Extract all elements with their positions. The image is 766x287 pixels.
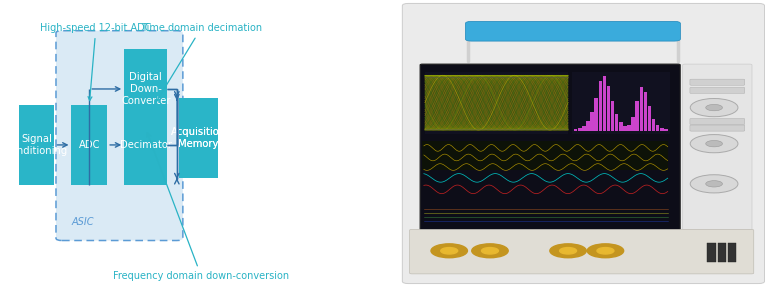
- Bar: [656, 125, 660, 131]
- FancyBboxPatch shape: [690, 79, 745, 85]
- Circle shape: [690, 135, 738, 153]
- Circle shape: [588, 244, 624, 258]
- Bar: [603, 76, 606, 131]
- Bar: [640, 87, 643, 131]
- Circle shape: [431, 244, 467, 258]
- Circle shape: [705, 104, 722, 111]
- FancyBboxPatch shape: [124, 105, 168, 185]
- Text: Time domain decimation: Time domain decimation: [141, 23, 262, 101]
- FancyBboxPatch shape: [425, 71, 568, 134]
- FancyBboxPatch shape: [718, 243, 726, 262]
- FancyBboxPatch shape: [690, 125, 745, 131]
- Circle shape: [560, 248, 577, 254]
- Circle shape: [550, 244, 586, 258]
- Bar: [619, 123, 623, 131]
- Bar: [623, 126, 627, 131]
- FancyBboxPatch shape: [690, 119, 745, 125]
- Circle shape: [705, 140, 722, 147]
- Circle shape: [690, 98, 738, 117]
- FancyBboxPatch shape: [707, 243, 715, 262]
- Bar: [643, 92, 647, 131]
- FancyBboxPatch shape: [466, 21, 680, 41]
- Bar: [611, 100, 614, 131]
- Circle shape: [690, 175, 738, 193]
- Circle shape: [472, 244, 508, 258]
- FancyBboxPatch shape: [178, 98, 218, 178]
- Bar: [636, 100, 639, 131]
- Text: Acquisition
Memory: Acquisition Memory: [171, 127, 226, 149]
- Circle shape: [440, 248, 457, 254]
- FancyBboxPatch shape: [690, 87, 745, 94]
- Bar: [664, 129, 668, 131]
- Text: High-speed 12-bit ADC: High-speed 12-bit ADC: [40, 23, 152, 101]
- Bar: [578, 128, 581, 131]
- Text: Decimator: Decimator: [119, 140, 172, 150]
- Circle shape: [482, 248, 499, 254]
- FancyBboxPatch shape: [71, 105, 107, 185]
- Circle shape: [597, 248, 614, 254]
- Text: Signal
Conditioning: Signal Conditioning: [5, 134, 68, 156]
- FancyBboxPatch shape: [683, 64, 752, 230]
- Text: Digital
Down-
Converter: Digital Down- Converter: [121, 71, 171, 106]
- Text: ADC: ADC: [79, 140, 100, 150]
- Text: Acquisition
Memory: Acquisition Memory: [171, 127, 226, 149]
- FancyBboxPatch shape: [18, 105, 54, 185]
- Bar: [586, 121, 590, 131]
- FancyBboxPatch shape: [410, 229, 754, 274]
- Bar: [598, 82, 602, 131]
- FancyBboxPatch shape: [572, 71, 670, 134]
- FancyBboxPatch shape: [124, 49, 168, 129]
- Bar: [648, 106, 651, 131]
- Text: Frequency domain down-conversion: Frequency domain down-conversion: [113, 133, 290, 281]
- Bar: [652, 119, 656, 131]
- Bar: [607, 86, 611, 131]
- FancyBboxPatch shape: [56, 31, 183, 241]
- Bar: [627, 125, 630, 131]
- FancyBboxPatch shape: [420, 64, 680, 230]
- Text: ASIC: ASIC: [71, 218, 94, 227]
- Circle shape: [705, 181, 722, 187]
- FancyBboxPatch shape: [402, 3, 764, 284]
- FancyBboxPatch shape: [728, 243, 736, 262]
- Bar: [582, 126, 586, 131]
- Bar: [631, 117, 635, 131]
- Bar: [594, 98, 598, 131]
- Bar: [574, 129, 578, 131]
- Bar: [615, 114, 618, 131]
- Bar: [422, 141, 668, 170]
- FancyBboxPatch shape: [178, 98, 218, 178]
- Bar: [660, 128, 663, 131]
- Bar: [591, 112, 594, 131]
